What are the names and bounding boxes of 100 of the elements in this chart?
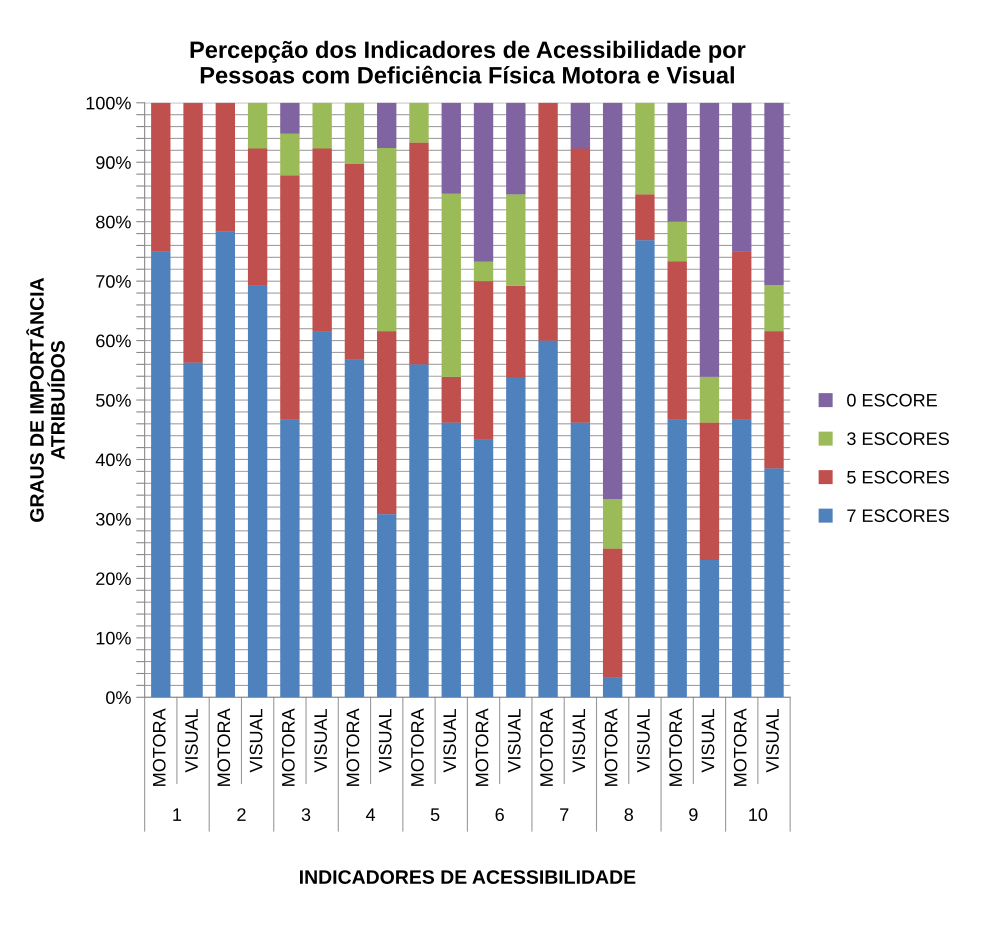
bar	[312, 102, 332, 149]
x-tick-label: MOTORA	[734, 708, 747, 786]
bar	[216, 102, 236, 232]
bar	[474, 262, 494, 282]
bar	[635, 102, 655, 194]
x-tick-label: MOTORA	[152, 708, 166, 786]
bar	[151, 251, 170, 698]
x-tick-label: VISUAL	[185, 708, 198, 773]
bar	[506, 286, 526, 378]
bar	[216, 232, 236, 698]
y-tick-label: 20%	[96, 572, 131, 586]
bar	[635, 194, 655, 240]
bar	[668, 222, 687, 262]
chart-title: Percepção dos Indicadores de Acessibilidade por Pessoas com Deficiência Física Motora e Visual	[190, 40, 746, 84]
text: 1	[173, 808, 182, 821]
x-tick-label: VISUAL	[443, 708, 456, 773]
text: 4	[366, 808, 376, 821]
x-tick-label: VISUAL	[766, 708, 779, 773]
x-tick-label: MOTORA	[604, 708, 618, 786]
text: 6	[496, 808, 504, 822]
text: 9	[689, 808, 698, 822]
y-tick-label: 50%	[96, 394, 131, 407]
bar	[409, 142, 429, 364]
bar	[442, 194, 461, 377]
y-tick-label: 60%	[96, 334, 131, 348]
bar	[248, 102, 268, 149]
bar	[312, 148, 332, 332]
y-axis-title: GRAUS DE IMPORTÂNCIA ATRIBUÍDOS	[26, 278, 65, 522]
text: 2	[237, 808, 246, 821]
bar	[474, 281, 494, 440]
x-tick-label: VISUAL	[314, 708, 328, 773]
bar	[732, 251, 752, 420]
y-tick-label: 80%	[96, 216, 131, 228]
y-tick-label: 100%	[86, 96, 131, 110]
text: 10	[749, 808, 768, 822]
text: 8	[624, 808, 634, 822]
bar	[700, 560, 720, 698]
bar	[312, 332, 332, 698]
bar	[602, 102, 622, 500]
bar	[538, 102, 558, 341]
bar	[474, 440, 494, 698]
legend-label: 7 ESCORES	[847, 509, 949, 522]
x-tick-label: MOTORA	[346, 708, 360, 786]
bar	[248, 286, 268, 698]
bar	[506, 194, 526, 286]
bar	[668, 420, 687, 698]
x-tick-label: VISUAL	[702, 708, 714, 773]
bar	[635, 240, 655, 698]
bar	[442, 376, 461, 423]
bar	[732, 102, 752, 252]
y-tick-label: 90%	[96, 156, 131, 169]
bar	[602, 499, 622, 549]
bar	[602, 548, 622, 678]
bar	[506, 102, 526, 194]
bar	[474, 102, 494, 262]
bar	[764, 102, 784, 286]
bar	[700, 102, 720, 377]
y-tick-label: 10%	[96, 632, 131, 645]
legend-label: 5 ESCORES	[847, 470, 949, 484]
bar	[570, 148, 590, 423]
x-tick-label: VISUAL	[572, 708, 586, 773]
bar	[570, 102, 590, 149]
bar	[377, 148, 396, 332]
bar	[764, 468, 784, 698]
bar	[183, 102, 203, 363]
bar	[183, 362, 203, 698]
bar	[280, 102, 300, 134]
bar	[280, 134, 300, 176]
bar	[377, 331, 396, 514]
bar	[700, 376, 720, 423]
bar	[506, 377, 526, 698]
bar	[764, 285, 784, 332]
bar	[280, 175, 300, 420]
legend-label: 3 ESCORES	[847, 432, 949, 446]
x-tick-label: VISUAL	[636, 708, 650, 773]
bar	[538, 340, 558, 698]
x-tick-label: MOTORA	[476, 708, 488, 786]
bar	[668, 262, 687, 420]
text: 3	[302, 808, 310, 822]
bar	[442, 422, 461, 698]
bar	[151, 102, 170, 252]
bar	[668, 102, 687, 222]
x-axis-title: INDICADORES DE ACESSIBILIDADE	[300, 870, 636, 884]
bar	[409, 364, 429, 698]
bar	[732, 420, 752, 698]
bar	[248, 148, 268, 286]
x-tick-label: VISUAL	[378, 708, 392, 773]
legend-label: 0 ESCORE	[847, 394, 937, 407]
x-tick-label: MOTORA	[282, 708, 295, 786]
text: 7	[560, 808, 568, 821]
x-tick-label: VISUAL	[508, 708, 521, 773]
y-tick-label: 40%	[96, 453, 131, 466]
bar	[377, 102, 396, 148]
x-tick-label: MOTORA	[411, 708, 424, 786]
x-tick-label: VISUAL	[250, 708, 262, 773]
y-tick-label: 30%	[96, 512, 131, 526]
x-tick-label: MOTORA	[217, 708, 230, 786]
bar	[344, 360, 364, 698]
bar	[764, 331, 784, 468]
text: 5	[430, 808, 440, 822]
